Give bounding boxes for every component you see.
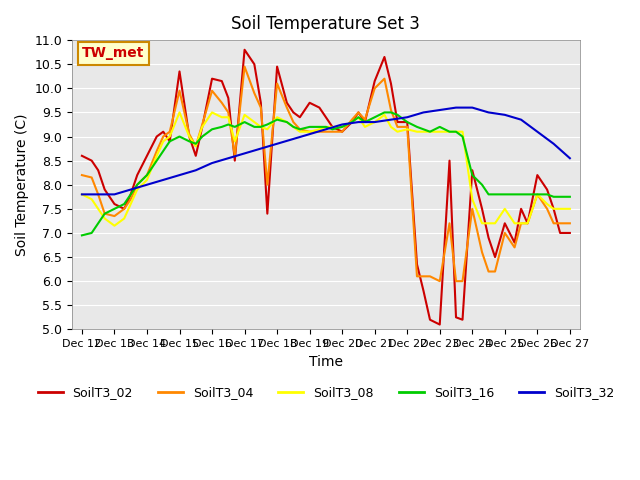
SoilT3_32: [159, 177, 167, 183]
SoilT3_32: [208, 160, 216, 166]
SoilT3_02: [241, 47, 248, 53]
SoilT3_04: [566, 220, 573, 226]
SoilT3_16: [192, 141, 200, 146]
SoilT3_32: [339, 121, 346, 127]
Line: SoilT3_16: SoilT3_16: [82, 112, 570, 235]
SoilT3_32: [94, 192, 102, 197]
SoilT3_16: [78, 232, 86, 238]
SoilT3_08: [111, 223, 118, 228]
SoilT3_08: [517, 220, 525, 226]
SoilT3_02: [566, 230, 573, 236]
SoilT3_32: [241, 151, 248, 156]
SoilT3_02: [436, 322, 444, 327]
SoilT3_32: [566, 156, 573, 161]
Text: TW_met: TW_met: [83, 47, 145, 60]
Line: SoilT3_08: SoilT3_08: [82, 112, 570, 226]
SoilT3_32: [175, 172, 183, 178]
SoilT3_16: [250, 124, 258, 130]
SoilT3_32: [289, 136, 297, 142]
SoilT3_16: [381, 109, 388, 115]
SoilT3_04: [517, 220, 525, 226]
SoilT3_32: [371, 119, 378, 125]
SoilT3_04: [175, 88, 183, 94]
SoilT3_16: [339, 124, 346, 130]
SoilT3_02: [78, 153, 86, 159]
SoilT3_04: [257, 105, 265, 110]
SoilT3_08: [78, 192, 86, 197]
SoilT3_32: [403, 114, 411, 120]
SoilT3_32: [355, 119, 362, 125]
SoilT3_32: [534, 129, 541, 134]
SoilT3_02: [257, 100, 265, 106]
SoilT3_16: [566, 194, 573, 200]
SoilT3_32: [322, 126, 330, 132]
SoilT3_32: [127, 187, 134, 192]
SoilT3_16: [175, 133, 183, 139]
SoilT3_08: [208, 109, 216, 115]
SoilT3_02: [381, 54, 388, 60]
SoilT3_02: [348, 119, 356, 125]
SoilT3_08: [387, 124, 395, 130]
SoilT3_02: [192, 153, 200, 159]
SoilT3_16: [371, 114, 378, 120]
Legend: SoilT3_02, SoilT3_04, SoilT3_08, SoilT3_16, SoilT3_32: SoilT3_02, SoilT3_04, SoilT3_08, SoilT3_…: [33, 381, 620, 404]
SoilT3_08: [264, 126, 271, 132]
X-axis label: Time: Time: [309, 355, 343, 369]
SoilT3_08: [192, 144, 200, 149]
SoilT3_32: [436, 107, 444, 113]
SoilT3_04: [348, 117, 356, 122]
Y-axis label: Soil Temperature (C): Soil Temperature (C): [15, 113, 29, 256]
SoilT3_32: [420, 109, 428, 115]
SoilT3_32: [225, 156, 232, 161]
SoilT3_32: [306, 131, 314, 137]
Line: SoilT3_32: SoilT3_32: [82, 108, 570, 194]
SoilT3_32: [143, 182, 151, 188]
SoilT3_32: [257, 146, 265, 152]
SoilT3_04: [241, 64, 248, 70]
SoilT3_32: [452, 105, 460, 110]
SoilT3_04: [78, 172, 86, 178]
SoilT3_32: [78, 192, 86, 197]
SoilT3_04: [381, 76, 388, 82]
SoilT3_08: [175, 109, 183, 115]
Line: SoilT3_04: SoilT3_04: [82, 67, 570, 281]
SoilT3_04: [192, 144, 200, 149]
SoilT3_32: [111, 192, 118, 197]
SoilT3_32: [517, 117, 525, 122]
SoilT3_32: [550, 141, 557, 146]
SoilT3_04: [436, 278, 444, 284]
SoilT3_32: [468, 105, 476, 110]
SoilT3_32: [484, 109, 492, 115]
SoilT3_32: [273, 141, 281, 146]
SoilT3_08: [566, 206, 573, 212]
SoilT3_02: [175, 69, 183, 74]
SoilT3_32: [501, 112, 509, 118]
Line: SoilT3_02: SoilT3_02: [82, 50, 570, 324]
Title: Soil Temperature Set 3: Soil Temperature Set 3: [232, 15, 420, 33]
SoilT3_16: [511, 192, 518, 197]
SoilT3_08: [355, 114, 362, 120]
SoilT3_02: [517, 206, 525, 212]
SoilT3_32: [192, 168, 200, 173]
SoilT3_32: [387, 117, 395, 122]
